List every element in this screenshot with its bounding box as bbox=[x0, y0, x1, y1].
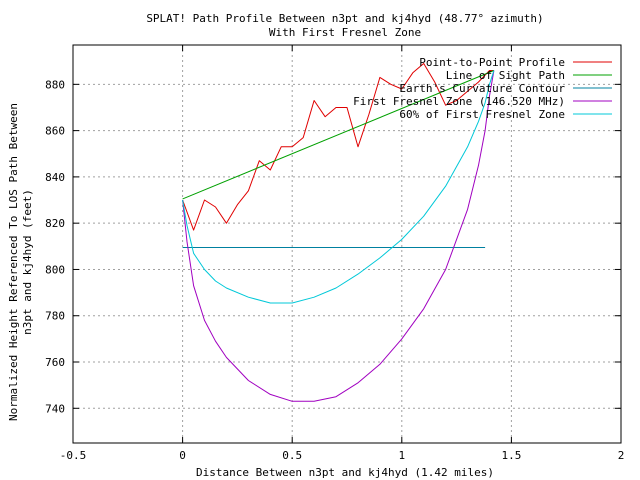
y-tick-label: 760 bbox=[45, 356, 65, 369]
grid bbox=[73, 45, 621, 443]
series-lines bbox=[182, 63, 495, 402]
x-tick-label: 2 bbox=[618, 449, 625, 462]
chart-title: SPLAT! Path Profile Between n3pt and kj4… bbox=[146, 12, 543, 25]
y-tick-label: 780 bbox=[45, 310, 65, 323]
y-tick-labels: 740 760 780 800 820 840 860 880 bbox=[45, 78, 65, 415]
series-line-4 bbox=[182, 70, 495, 402]
y-axis-label-line1: Normalized Height Referenced To LOS Path… bbox=[7, 103, 20, 421]
legend-label: First Fresnel Zone (146.520 MHz) bbox=[353, 95, 565, 108]
series-line-1 bbox=[182, 63, 494, 231]
x-tick-label: 1.5 bbox=[501, 449, 521, 462]
series-line-2 bbox=[182, 70, 495, 200]
chart-subtitle: With First Fresnel Zone bbox=[269, 26, 421, 39]
y-tick-label: 740 bbox=[45, 402, 65, 415]
x-tick-label: 0 bbox=[179, 449, 186, 462]
x-tick-labels: -0.5 0 0.5 1 1.5 2 bbox=[60, 449, 625, 462]
legend-label: Line of Sight Path bbox=[446, 69, 565, 82]
legend-label: 60% of First Fresnel Zone bbox=[399, 108, 565, 121]
y-tick-label: 820 bbox=[45, 217, 65, 230]
x-axis-label: Distance Between n3pt and kj4hyd (1.42 m… bbox=[196, 466, 494, 479]
axis-ticks bbox=[72, 45, 622, 443]
y-axis-label-line2: n3pt and kj4hyd (feet) bbox=[21, 189, 34, 335]
y-tick-label: 880 bbox=[45, 78, 65, 91]
x-tick-label: -0.5 bbox=[60, 449, 87, 462]
legend-label: Earth's Curvature Contour bbox=[399, 82, 565, 95]
plot-frame bbox=[72, 44, 622, 444]
y-tick-label: 800 bbox=[45, 263, 65, 276]
x-tick-label: 1 bbox=[398, 449, 405, 462]
legend-label: Point-to-Point Profile bbox=[419, 56, 565, 69]
x-tick-label: 0.5 bbox=[282, 449, 302, 462]
series-line-5 bbox=[182, 70, 495, 304]
y-tick-label: 860 bbox=[45, 125, 65, 138]
y-tick-label: 840 bbox=[45, 171, 65, 184]
